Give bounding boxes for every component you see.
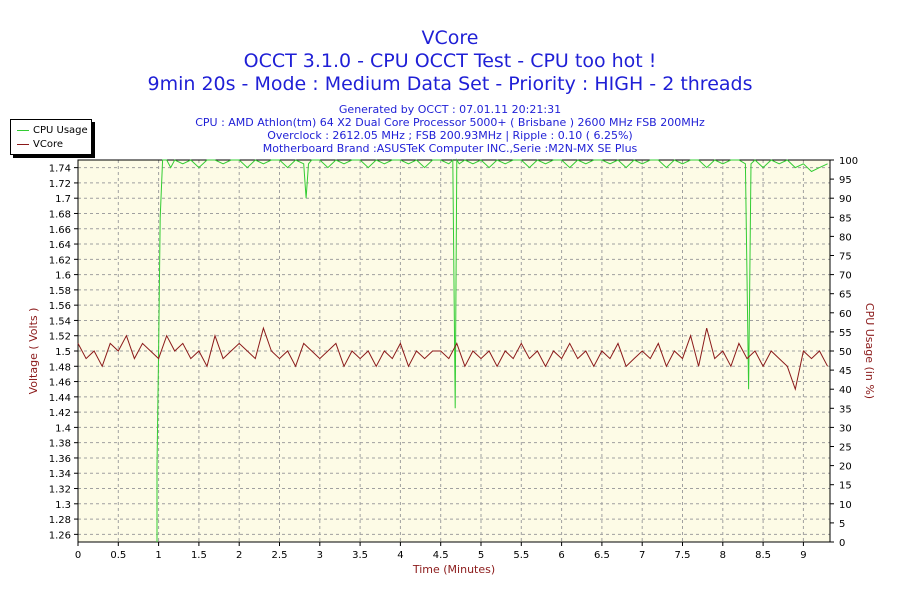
y2-tick-label: 35 [839, 404, 852, 415]
y2-axis-label: CPU Usage (in %) [863, 303, 876, 399]
y-tick-label: 1.46 [49, 378, 71, 389]
legend-swatch-cpu-usage [17, 129, 29, 131]
y2-tick-label: 50 [839, 347, 852, 358]
y2-tick-label: 65 [839, 290, 852, 301]
x-tick-label: 2 [236, 550, 242, 561]
chart-title: VCore [421, 27, 479, 49]
plot-area [78, 160, 830, 542]
y-tick-label: 1.36 [49, 454, 71, 465]
x-tick-label: 6.5 [594, 550, 610, 561]
y2-tick-label: 90 [839, 194, 852, 205]
y2-tick-label: 70 [839, 271, 852, 282]
chart-legend: CPU Usage VCore [10, 119, 92, 155]
x-tick-label: 0 [75, 550, 81, 561]
y2-tick-label: 95 [839, 175, 852, 186]
x-axis-label: Time (Minutes) [412, 563, 495, 576]
y2-tick-label: 0 [839, 538, 845, 549]
y2-tick-label: 40 [839, 385, 852, 396]
x-tick-label: 6 [558, 550, 564, 561]
y-tick-label: 1.52 [49, 332, 71, 343]
y-tick-label: 1.38 [49, 439, 71, 450]
y-tick-label: 1.3 [55, 500, 71, 511]
series-line-cpu-usage [156, 158, 828, 542]
y2-tick-label: 60 [839, 309, 852, 320]
series-line-vcore [77, 326, 829, 392]
legend-swatch-vcore [17, 143, 29, 145]
cpu-info: CPU : AMD Athlon(tm) 64 X2 Dual Core Pro… [195, 116, 705, 129]
y2-tick-label: 85 [839, 213, 852, 224]
y2-tick-label: 75 [839, 252, 852, 263]
y-tick-label: 1.4 [55, 423, 71, 434]
x-tick-label: 7 [639, 550, 645, 561]
legend-item-cpu-usage: CPU Usage [17, 124, 88, 136]
y-tick-label: 1.6 [55, 271, 71, 282]
y-tick-label: 1.54 [49, 316, 71, 327]
y-tick-label: 1.28 [49, 515, 71, 526]
y2-tick-label: 10 [839, 500, 852, 511]
x-tick-label: 0.5 [110, 550, 126, 561]
y-tick-label: 1.32 [49, 485, 71, 496]
y-tick-label: 1.62 [49, 255, 71, 266]
chart-subtitle-mode: 9min 20s - Mode : Medium Data Set - Prio… [147, 73, 753, 95]
legend-label-vcore: VCore [33, 138, 63, 150]
x-tick-label: 5 [478, 550, 484, 561]
y2-tick-label: 25 [839, 443, 852, 454]
y2-tick-label: 15 [839, 481, 852, 492]
y-tick-label: 1.44 [49, 393, 71, 404]
y-tick-label: 1.72 [49, 179, 71, 190]
y-tick-label: 1.42 [49, 408, 71, 419]
generated-info: Generated by OCCT : 07.01.11 20:21:31 [338, 103, 562, 116]
y-tick-label: 1.5 [55, 347, 71, 358]
y-tick-label: 1.56 [49, 301, 71, 312]
legend-label-cpu-usage: CPU Usage [33, 124, 88, 136]
y2-tick-label: 80 [839, 232, 852, 243]
y2-tick-label: 55 [839, 328, 852, 339]
y-tick-label: 1.58 [49, 286, 71, 297]
plot-frame [77, 159, 831, 543]
x-tick-label: 8.5 [755, 550, 771, 561]
y2-tick-label: 45 [839, 366, 852, 377]
x-tick-label: 7.5 [675, 550, 691, 561]
x-tick-label: 3.5 [352, 550, 368, 561]
y-tick-label: 1.7 [55, 194, 71, 205]
y-tick-label: 1.66 [49, 225, 71, 236]
x-tick-label: 3 [317, 550, 323, 561]
y-tick-label: 1.68 [49, 209, 71, 220]
y2-tick-label: 30 [839, 423, 852, 434]
y2-tick-label: 5 [839, 519, 845, 530]
x-tick-label: 4 [397, 550, 403, 561]
y-tick-label: 1.74 [49, 164, 71, 175]
motherboard-info: Motherboard Brand :ASUSTeK Computer INC.… [262, 142, 638, 155]
y-tick-label: 1.34 [49, 469, 71, 480]
x-tick-label: 2.5 [272, 550, 288, 561]
x-tick-label: 5.5 [513, 550, 529, 561]
y-tick-label: 1.48 [49, 362, 71, 373]
y-tick-label: 1.64 [49, 240, 71, 251]
y-tick-label: 1.26 [49, 530, 71, 541]
x-tick-label: 8 [720, 550, 726, 561]
overclock-info: Overclock : 2612.05 MHz ; FSB 200.93MHz … [267, 129, 633, 142]
y2-tick-label: 20 [839, 462, 852, 473]
y2-tick-label: 100 [839, 156, 858, 167]
x-tick-label: 1 [155, 550, 161, 561]
y-axis-label: Voltage ( Volts ) [27, 308, 40, 395]
x-tick-label: 9 [800, 550, 806, 561]
x-tick-label: 4.5 [433, 550, 449, 561]
legend-item-vcore: VCore [17, 138, 63, 150]
chart-subtitle-test: OCCT 3.1.0 - CPU OCCT Test - CPU too hot… [243, 50, 657, 72]
x-tick-label: 1.5 [191, 550, 207, 561]
